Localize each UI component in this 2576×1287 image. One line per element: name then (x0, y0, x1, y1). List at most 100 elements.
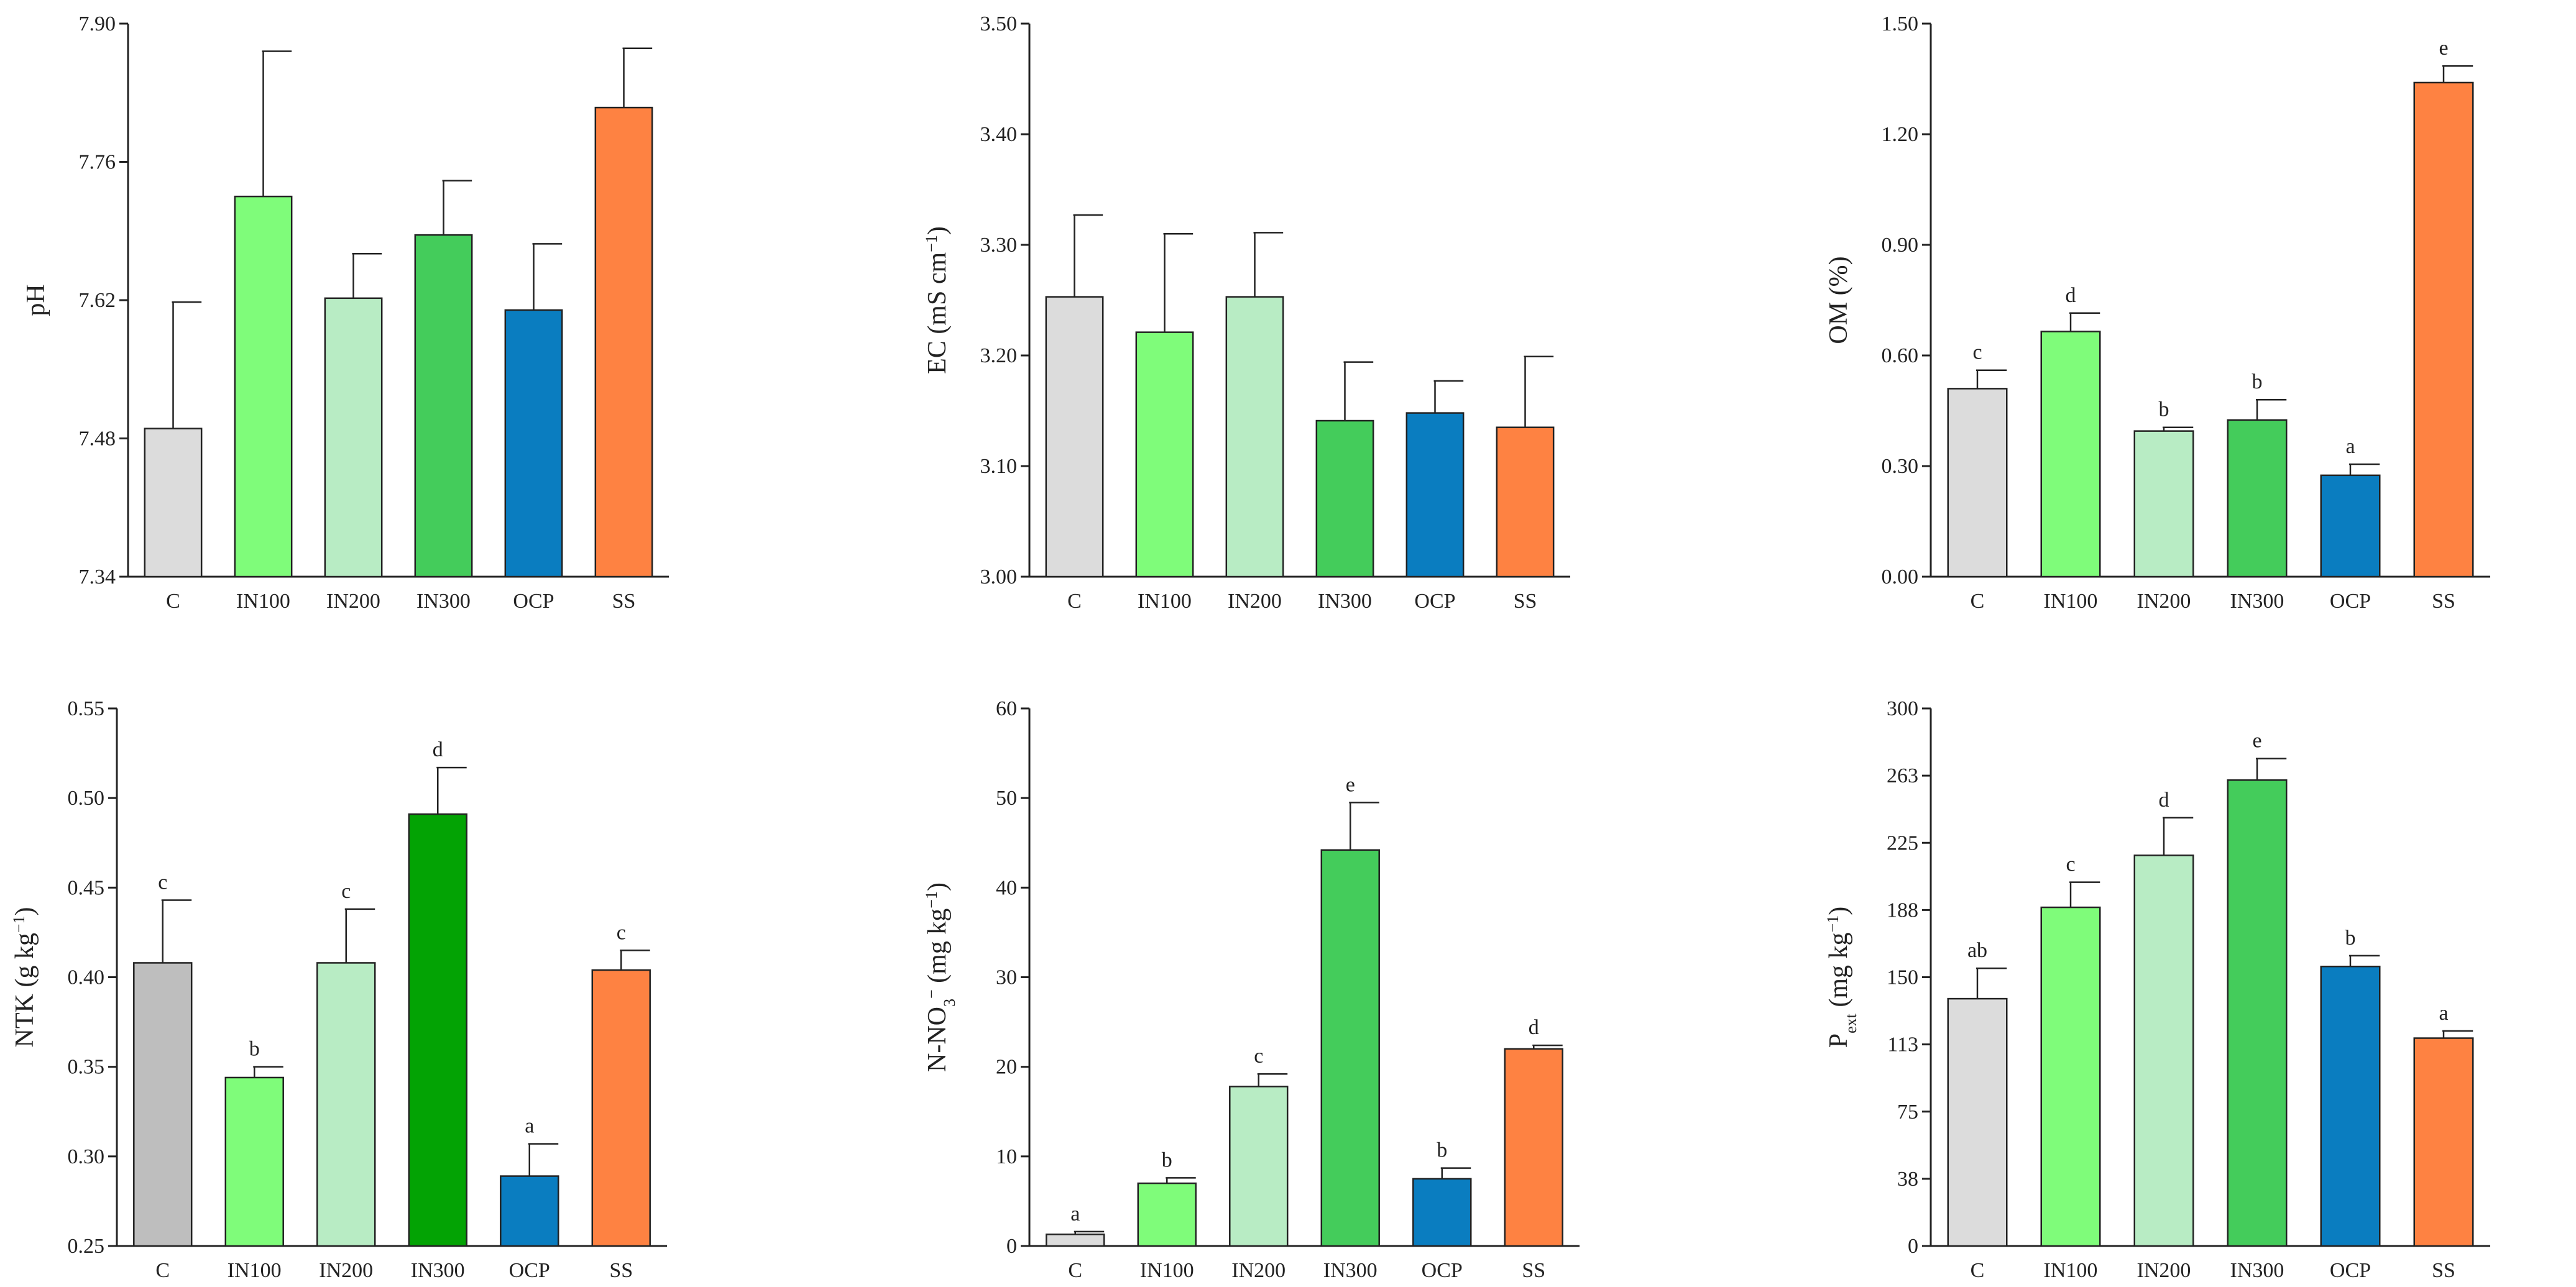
bar-in200 (324, 297, 383, 578)
y-tick-label: 0.50 (68, 787, 105, 810)
significance-letter: d (433, 738, 443, 761)
bar-c (1045, 296, 1104, 578)
y-tick-label: 0.30 (1882, 455, 1919, 478)
y-tick-label: 7.48 (79, 428, 116, 451)
significance-letter: d (2066, 284, 2076, 307)
y-tick-label: 38 (1897, 1168, 1918, 1191)
y-axis-title-part: ) (1824, 907, 1853, 915)
significance-letter: ab (1967, 939, 1987, 962)
y-tick-label: 60 (996, 697, 1017, 720)
y-tick-label: 10 (996, 1145, 1017, 1168)
chart-ph: 7.34 7.48 7.62 7.76 7.90 C IN100 IN200 IN300 OCP S… (22, 12, 669, 613)
x-category-label: OCP (509, 1259, 550, 1282)
x-category-label: SS (609, 1259, 633, 1282)
bar-in300 (1315, 419, 1374, 578)
significance-letter: b (249, 1038, 260, 1061)
y-axis-title-part: P (1824, 1033, 1853, 1048)
y-axis-title-part: EC (mS cm (923, 252, 952, 374)
y-tick-label: 263 (1887, 764, 1918, 787)
bar-in100 (2040, 906, 2101, 1247)
significance-letter: e (1346, 773, 1355, 796)
significance-letter: c (1972, 341, 1982, 364)
x-category-label: C (1067, 590, 1082, 613)
x-category-label: IN200 (2137, 590, 2191, 613)
bar-in200 (316, 962, 376, 1247)
x-category-label: IN300 (1323, 1259, 1378, 1282)
x-category-label: OCP (513, 590, 554, 613)
bar-in300 (2227, 779, 2288, 1247)
y-axis-title-part: (mg kg (923, 909, 952, 990)
significance-letter: d (2159, 789, 2169, 812)
x-category-label: IN100 (236, 590, 290, 613)
x-category-label: IN100 (1140, 1259, 1194, 1282)
bar-in200 (2133, 854, 2194, 1247)
bar-in300 (414, 234, 473, 578)
bar-ss (2413, 81, 2474, 578)
bar-in200 (1225, 296, 1284, 578)
y-tick-label: 1.50 (1882, 12, 1919, 35)
y-tick-label: 3.20 (980, 344, 1018, 367)
y-tick-label: 0.55 (68, 697, 105, 720)
bar-ocp (2320, 965, 2381, 1247)
x-category-label: SS (2432, 1259, 2455, 1282)
y-axis-title-part: −1 (922, 235, 941, 252)
y-tick-label: 225 (1887, 831, 1918, 854)
significance-letter: a (2439, 1002, 2448, 1025)
bar-ocp (2320, 474, 2381, 578)
y-tick-label: 0.35 (68, 1056, 105, 1079)
y-tick-label: 1.20 (1882, 123, 1919, 146)
y-axis-title-part: −1 (922, 891, 941, 909)
x-category-label: OCP (1422, 1259, 1463, 1282)
bar-in200 (2133, 430, 2194, 578)
x-category-label: IN100 (228, 1259, 282, 1282)
significance-letter: b (2345, 927, 2356, 950)
y-tick-label: 0.30 (68, 1145, 105, 1168)
y-tick-label: 0.90 (1882, 234, 1919, 257)
y-tick-label: 300 (1887, 697, 1918, 720)
x-category-label: IN300 (2230, 1259, 2284, 1282)
bar-in100 (2040, 331, 2101, 578)
y-axis-title: Pext (mg kg−1) (1824, 907, 1860, 1048)
bar-ocp (1412, 1178, 1472, 1247)
bar-in300 (2227, 419, 2288, 578)
significance-letter: c (341, 880, 351, 903)
x-category-label: IN100 (2044, 590, 2098, 613)
x-category-label: C (155, 1259, 170, 1282)
significance-letter: c (2066, 853, 2075, 876)
x-category-label: IN300 (2230, 590, 2284, 613)
significance-letter: e (2252, 730, 2261, 753)
y-axis-title-part: 3 (941, 999, 959, 1007)
bar-in300 (1320, 849, 1380, 1247)
x-category-label: C (1068, 1259, 1082, 1282)
x-category-label: SS (2432, 590, 2455, 613)
y-tick-label: 30 (996, 966, 1017, 989)
y-axis-title: pH (22, 284, 50, 316)
y-axis-title-part: ext (1842, 1013, 1860, 1033)
bar-ocp (504, 309, 563, 578)
y-axis-title-part: − (922, 989, 941, 999)
y-tick-label: 0 (1006, 1235, 1017, 1258)
significance-letter: a (525, 1115, 534, 1138)
x-category-label: SS (1514, 590, 1537, 613)
x-category-label: IN300 (416, 590, 471, 613)
significance-letter: c (158, 871, 167, 894)
significance-letter: a (1070, 1202, 1080, 1225)
y-tick-label: 7.34 (79, 566, 116, 589)
bar-in100 (224, 1076, 284, 1247)
significance-letter: a (2345, 435, 2355, 458)
bar-in300 (408, 813, 467, 1247)
x-category-label: IN200 (2137, 1259, 2191, 1282)
bar-in100 (234, 195, 293, 578)
x-category-label: IN200 (1228, 590, 1282, 613)
significance-letter: e (2439, 37, 2448, 60)
chart-ec: 3.00 3.10 3.20 3.30 3.40 3.50 C IN100 IN200 IN300… (922, 12, 1570, 613)
bar-ss (591, 969, 651, 1247)
y-tick-label: 0.45 (68, 876, 105, 899)
y-tick-label: 3.00 (980, 566, 1018, 589)
y-tick-label: 150 (1887, 966, 1918, 989)
y-axis-title-part: N-NO (923, 1007, 952, 1072)
x-category-label: IN300 (1318, 590, 1372, 613)
significance-letter: b (2252, 370, 2263, 393)
y-axis-title-part: ) (923, 882, 952, 891)
y-tick-label: 7.76 (79, 151, 116, 174)
